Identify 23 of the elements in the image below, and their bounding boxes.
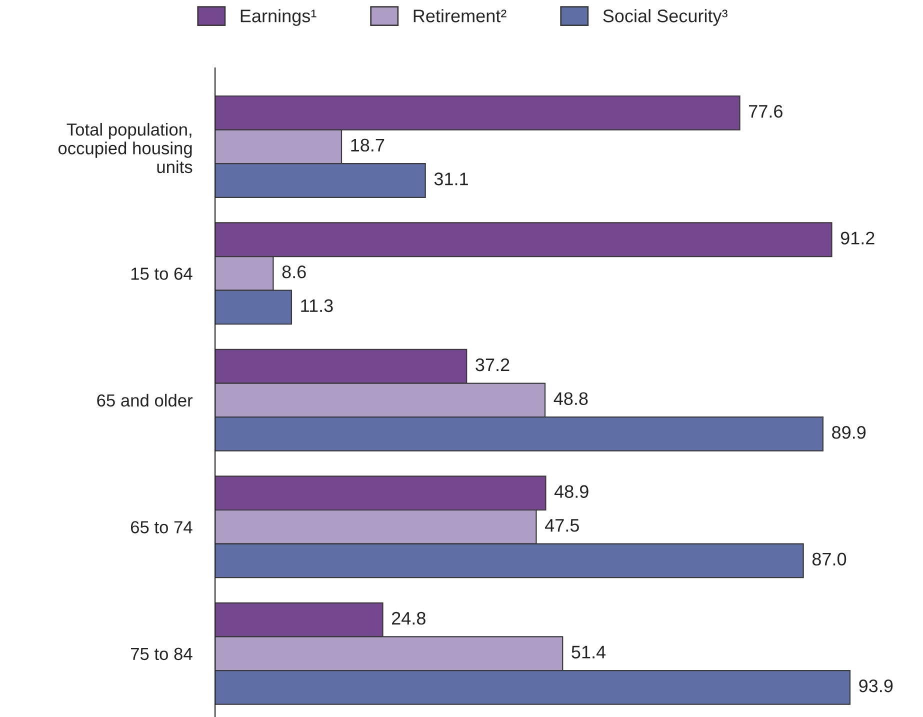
y-tick-label: 75 to 84 xyxy=(130,648,192,660)
data-label: 47.5 xyxy=(544,519,579,532)
data-label: 89.9 xyxy=(832,426,866,439)
data-label: 51.4 xyxy=(572,646,606,658)
data-label: 91.2 xyxy=(840,232,874,244)
y-tick-label: 65 to 74 xyxy=(130,521,192,534)
data-label: 8.6 xyxy=(282,265,306,278)
data-label: 93.9 xyxy=(859,679,893,692)
y-tick-label: Total population, occupied housing units xyxy=(58,122,192,174)
legend-label: Earnings¹ xyxy=(240,9,316,26)
data-label: 48.8 xyxy=(554,392,588,406)
data-label: 87.0 xyxy=(812,552,846,566)
data-label: 31.1 xyxy=(434,172,468,186)
y-tick-label: 65 and older xyxy=(97,394,193,407)
y-tick-label: 15 to 64 xyxy=(131,268,192,280)
legend-label: Social Security³ xyxy=(603,9,728,26)
data-label: 18.7 xyxy=(351,138,384,152)
data-label: 77.6 xyxy=(749,104,782,118)
data-label: 37.2 xyxy=(476,358,510,372)
data-label: 48.9 xyxy=(554,485,588,498)
data-label: 24.8 xyxy=(392,612,426,625)
legend-label: Retirement² xyxy=(414,9,506,22)
data-label: 11.3 xyxy=(301,299,333,312)
